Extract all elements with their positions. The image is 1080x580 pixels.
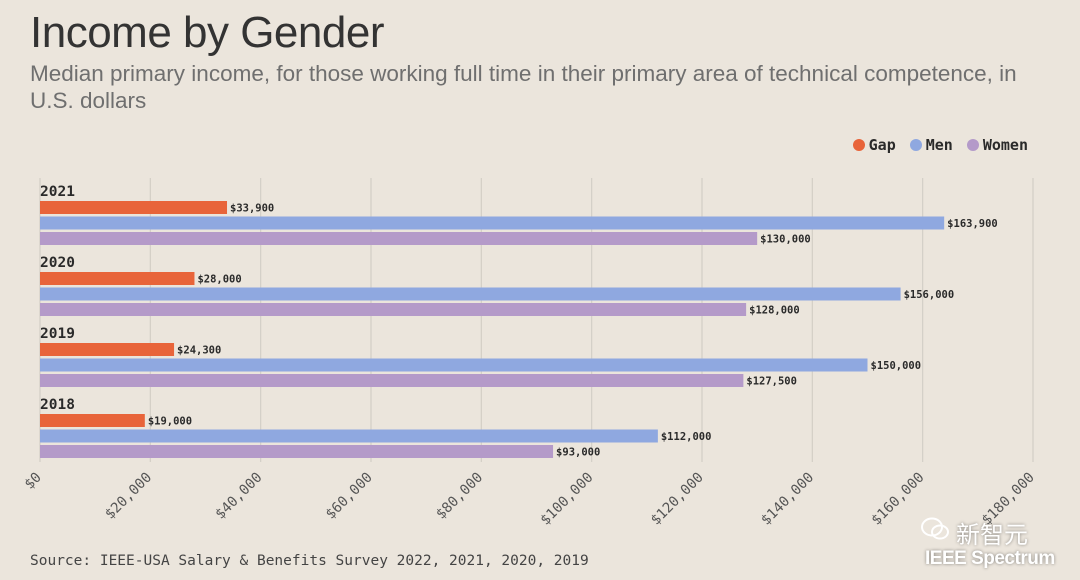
chart-title: Income by Gender (30, 8, 384, 57)
legend-swatch-gap (852, 139, 865, 151)
bar-gap (40, 272, 195, 285)
legend-item-gap: Gap (852, 136, 896, 154)
legend-item-women: Women (966, 136, 1028, 154)
legend-item-men: Men (909, 136, 953, 154)
watermark-text: 新智元 (956, 522, 1028, 549)
x-tick-label: $40,000 (212, 470, 265, 523)
legend-label-men: Men (925, 136, 953, 154)
year-label: 2021 (40, 184, 75, 200)
year-label: 2018 (40, 397, 75, 413)
legend-swatch-women (966, 139, 979, 151)
data-label: $163,900 (947, 218, 998, 230)
data-label: $156,000 (904, 289, 955, 301)
bar-gap (40, 201, 228, 214)
year-label: 2020 (40, 255, 75, 271)
legend: Gap Men Women (852, 136, 1028, 154)
data-label: $28,000 (197, 274, 241, 286)
bar-gap (40, 414, 145, 427)
bar-men (40, 287, 901, 301)
source-note: Source: IEEE-USA Salary & Benefits Surve… (30, 553, 589, 569)
x-tick-label: $60,000 (323, 470, 376, 523)
legend-label-gap: Gap (868, 136, 896, 154)
brand-logo: IEEE Spectrum (925, 548, 1055, 569)
bar-men (40, 358, 868, 372)
data-label: $112,000 (661, 431, 712, 443)
data-label: $127,500 (746, 376, 797, 388)
legend-label-women: Women (982, 136, 1028, 154)
legend-swatch-men (909, 139, 922, 151)
data-label: $93,000 (556, 447, 600, 459)
data-label: $24,300 (177, 345, 221, 357)
data-label: $150,000 (871, 360, 922, 372)
x-tick-label: $100,000 (537, 470, 596, 529)
data-label: $33,900 (230, 203, 274, 215)
bar-gap (40, 343, 175, 356)
bar-men (40, 216, 945, 230)
bar-women (40, 374, 744, 387)
wechat-icon (920, 516, 950, 549)
watermark: 新智元 (920, 515, 1028, 550)
chart-subtitle: Median primary income, for those working… (30, 61, 1017, 113)
data-label: $128,000 (749, 305, 800, 317)
x-tick-label: $20,000 (102, 470, 155, 523)
x-tick-label: $120,000 (648, 470, 707, 529)
bar-women (40, 303, 747, 316)
year-label: 2019 (40, 326, 75, 342)
bar-women (40, 445, 554, 458)
x-tick-label: $140,000 (758, 470, 817, 529)
x-tick-label: $0 (22, 470, 45, 493)
data-label: $130,000 (760, 234, 811, 246)
x-tick-label: $80,000 (433, 470, 486, 523)
data-label: $19,000 (148, 416, 192, 428)
x-tick-label: $160,000 (868, 470, 927, 529)
bar-women (40, 232, 758, 245)
bar-men (40, 429, 658, 443)
